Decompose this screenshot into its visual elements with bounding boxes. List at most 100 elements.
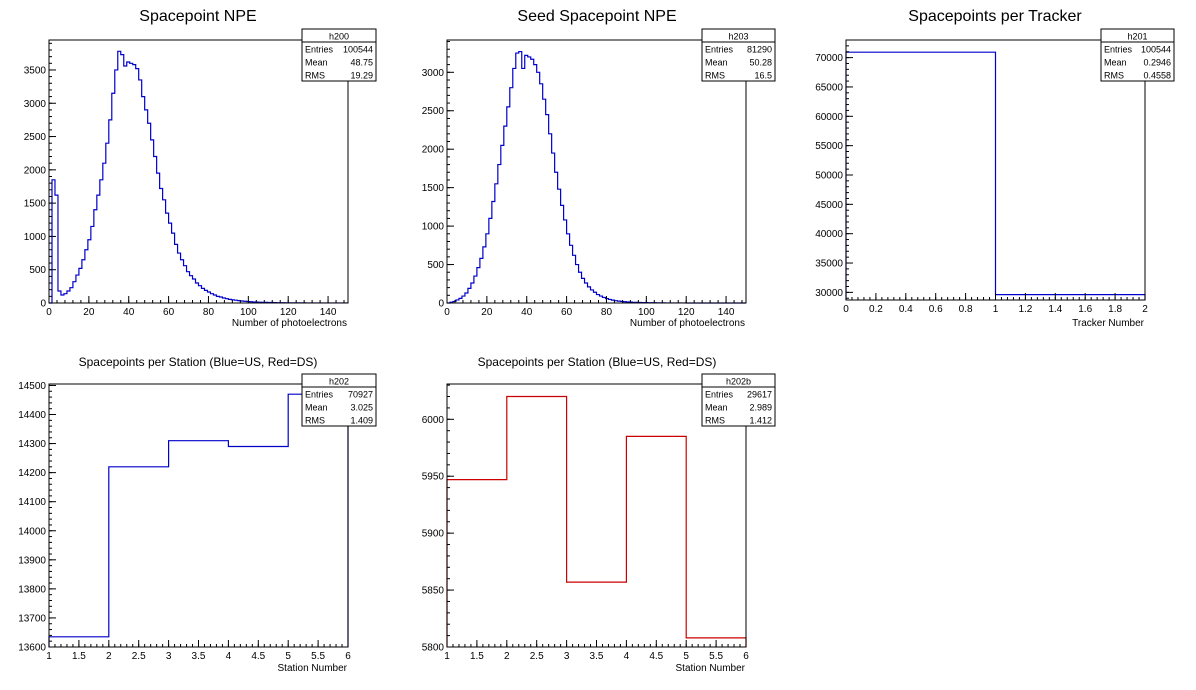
stats-value: 100544	[1141, 45, 1171, 55]
y-tick-label: 2000	[422, 145, 445, 156]
x-tick-label: 120	[678, 307, 695, 318]
x-tick-label: 5.5	[709, 651, 723, 662]
x-tick-label: 0.6	[929, 304, 943, 315]
stats-frame	[301, 373, 377, 427]
stats-value: 1.409	[350, 416, 373, 426]
x-tick-label: 0	[46, 307, 52, 318]
x-tick-label: 1.6	[1078, 304, 1092, 315]
stats-key: Entries	[1104, 45, 1133, 55]
x-tick-label: 1.8	[1108, 304, 1122, 315]
histogram-line	[49, 50, 349, 304]
x-tick-label: 6	[743, 651, 749, 662]
x-axis-label: Station Number	[676, 663, 746, 674]
stats-value: 19.29	[350, 71, 373, 81]
stats-box: h201 Entries 100544 Mean 0.2946 RMS 0.4558	[1100, 28, 1175, 82]
x-tick-label: 2.5	[132, 651, 146, 662]
stats-value: 70927	[348, 390, 373, 400]
y-tick-label: 500	[427, 260, 444, 271]
chart-title: Seed Spacepoint NPE	[517, 8, 676, 25]
y-tick-label: 14300	[18, 439, 46, 450]
histogram-line	[447, 50, 746, 304]
x-tick-label: 80	[203, 307, 215, 318]
y-tick-label: 60000	[815, 112, 843, 123]
stats-key: RMS	[705, 71, 725, 81]
stats-box: h200 Entries 100544 Mean 48.75 RMS 19.29	[301, 28, 377, 82]
stats-value: 0.4558	[1143, 71, 1171, 81]
stats-title: h200	[329, 32, 349, 42]
x-tick-label: 40	[521, 307, 533, 318]
stats-value: 2.989	[749, 403, 772, 413]
stats-title: h202b	[726, 377, 751, 387]
stats-value: 3.025	[350, 403, 373, 413]
x-tick-label: 0.4	[899, 304, 913, 315]
stats-value: 0.2946	[1143, 58, 1171, 68]
x-tick-label: 3	[166, 651, 172, 662]
y-tick-label: 50000	[815, 170, 843, 181]
x-tick-label: 4	[226, 651, 232, 662]
stats-value: 29617	[747, 390, 772, 400]
plot-frame	[446, 39, 747, 304]
stats-frame	[1100, 28, 1175, 82]
y-tick-label: 5800	[422, 643, 445, 654]
histogram-pad-h200: Spacepoint NPE 0 20 40 60 80 100 120 140 0 500 1000…	[24, 8, 377, 329]
x-tick-label: 140	[320, 307, 337, 318]
stats-key: Mean	[705, 58, 728, 68]
x-tick-label: 6	[345, 651, 351, 662]
stats-key: RMS	[1104, 71, 1124, 81]
y-tick-label: 55000	[815, 141, 843, 152]
stats-box: h203 Entries 81290 Mean 50.28 RMS 16.5	[701, 28, 776, 82]
x-tick-label: 4.5	[649, 651, 663, 662]
x-tick-label: 3.5	[590, 651, 604, 662]
y-tick-label: 14100	[18, 497, 46, 508]
x-tick-label: 0.8	[959, 304, 973, 315]
x-tick-label: 2	[504, 651, 510, 662]
y-tick-label: 2500	[24, 132, 47, 143]
stats-key: RMS	[705, 416, 725, 426]
y-tick-label: 1500	[422, 183, 445, 194]
x-tick-label: 5.5	[311, 651, 325, 662]
y-tick-label: 13800	[18, 584, 46, 595]
x-tick-label: 1	[46, 651, 52, 662]
y-tick-label: 2500	[422, 106, 445, 117]
x-tick-label: 0	[843, 304, 849, 315]
y-tick-label: 1000	[422, 222, 445, 233]
x-axis-label: Tracker Number	[1072, 318, 1145, 329]
stats-key: Mean	[705, 403, 728, 413]
x-tick-label: 80	[601, 307, 613, 318]
y-tick-label: 1000	[24, 232, 47, 243]
x-tick-label: 2.5	[530, 651, 544, 662]
x-tick-label: 60	[163, 307, 175, 318]
stats-title: h202	[329, 377, 349, 387]
histogram-pad-h202: Spacepoints per Station (Blue=US, Red=DS…	[18, 355, 377, 674]
x-axis-label: Number of photoelectrons	[630, 318, 745, 329]
x-tick-label: 5	[285, 651, 291, 662]
stats-key: Mean	[305, 58, 328, 68]
x-tick-label: 3.5	[192, 651, 206, 662]
y-tick-label: 5950	[422, 472, 445, 483]
histogram-line	[845, 51, 1146, 300]
y-tick-label: 500	[29, 265, 46, 276]
stats-frame	[301, 28, 377, 82]
x-axis-label: Station Number	[278, 663, 348, 674]
stats-box: h202b Entries 29617 Mean 2.989 RMS 1.412	[701, 373, 776, 427]
y-tick-label: 13600	[18, 643, 46, 654]
stats-box: h202 Entries 70927 Mean 3.025 RMS 1.409	[301, 373, 377, 427]
histogram-pad-h201: Spacepoints per Tracker 0 0.2 0.4 0.6 0.8 1 1.2…	[815, 8, 1175, 329]
stats-key: Entries	[705, 45, 734, 55]
x-tick-label: 1	[993, 304, 999, 315]
y-tick-label: 3000	[24, 99, 47, 110]
x-tick-label: 140	[718, 307, 735, 318]
y-tick-label: 1500	[24, 199, 47, 210]
x-tick-label: 40	[123, 307, 135, 318]
stats-value: 81290	[747, 45, 772, 55]
x-tick-label: 20	[83, 307, 95, 318]
x-tick-label: 2	[1142, 304, 1148, 315]
chart-title: Spacepoint NPE	[139, 8, 256, 25]
stats-key: Mean	[1104, 58, 1127, 68]
y-tick-label: 35000	[815, 259, 843, 270]
y-tick-label: 13700	[18, 613, 46, 624]
chart-title: Spacepoints per Station (Blue=US, Red=DS…	[478, 355, 717, 369]
x-tick-label: 3	[564, 651, 570, 662]
x-tick-label: 100	[240, 307, 257, 318]
histogram-pad-h203: Seed Spacepoint NPE 0 20 40 60 80 100 120 140 0 50…	[422, 8, 776, 329]
